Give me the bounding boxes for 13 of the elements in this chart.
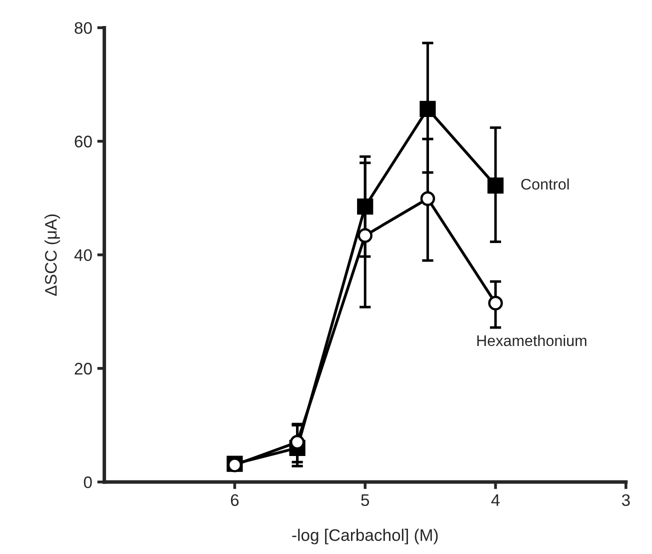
x-tick-label: 5	[361, 494, 370, 506]
y-tick-label: 60	[74, 136, 92, 148]
y-tick-label: 80	[74, 22, 92, 34]
series-label: Control	[521, 178, 569, 190]
x-tick-label: 4	[491, 494, 500, 506]
x-axis-title: -log [Carbachol] (M)	[292, 528, 438, 544]
y-axis-title: ΔSCC (μA)	[44, 214, 60, 296]
x-tick-label: 6	[230, 494, 239, 506]
x-tick-label: 3	[622, 494, 630, 506]
y-tick-label: 0	[84, 476, 92, 488]
y-tick-label: 20	[74, 362, 92, 375]
y-tick-label: 40	[74, 249, 92, 262]
series-label: Hexamethonium	[477, 334, 586, 346]
